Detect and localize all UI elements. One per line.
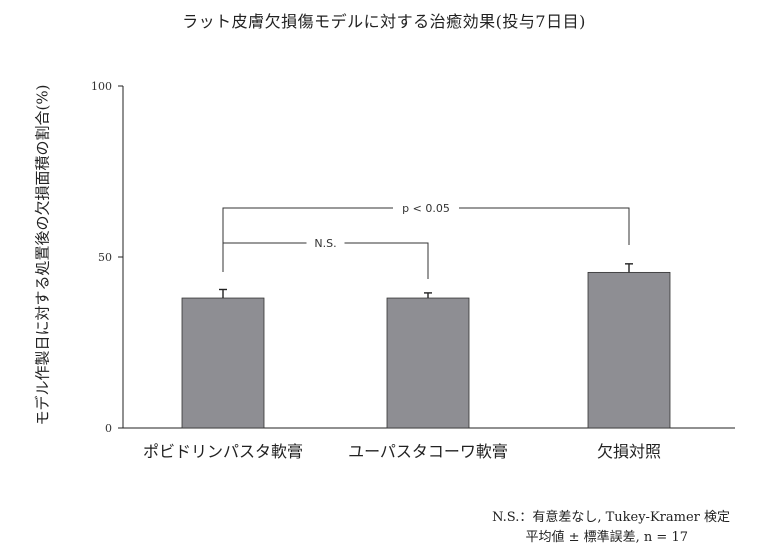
significance-bracket-right-1 [344,242,429,279]
significance-label-1: N.S. [314,237,336,250]
footnote-significance: N.S.：有意差なし, Tukey-Kramer 検定 [492,510,730,525]
x-tick-label-0: ポビドリンパスタ軟膏 [143,442,303,461]
x-tick-label-2: 欠損対照 [597,442,661,461]
significance-bracket-right-0 [459,207,630,245]
bar-0 [181,297,265,429]
footnote-stats: 平均値 ± 標準誤差, n = 17 [525,530,689,545]
y-tick-label-0: 0 [105,422,112,435]
y-tick-label-50: 50 [98,251,112,264]
bar-2 [587,271,671,429]
x-tick-label-1: ユーパスタコーワ軟膏 [348,442,508,461]
bar-1 [386,297,470,429]
chart-title: ラット皮膚欠損傷モデルに対する治癒効果(投与7日目) [182,12,586,31]
significance-bracket-left-1 [222,242,307,272]
significance-bracket-left-0 [222,207,393,272]
y-tick-label-100: 100 [91,80,112,93]
significance-label-0: p < 0.05 [402,202,450,215]
